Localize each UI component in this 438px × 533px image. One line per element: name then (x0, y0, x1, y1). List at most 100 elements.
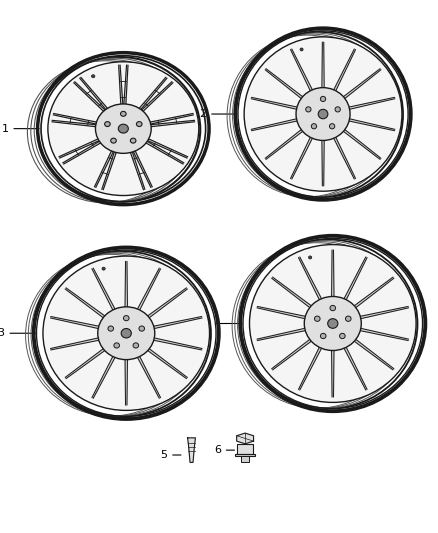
Polygon shape (334, 49, 356, 91)
Polygon shape (148, 120, 194, 127)
Polygon shape (125, 360, 127, 405)
Ellipse shape (105, 122, 110, 126)
Ellipse shape (43, 256, 209, 410)
Ellipse shape (111, 138, 117, 143)
Polygon shape (354, 340, 394, 370)
Text: 1: 1 (1, 124, 39, 134)
Polygon shape (322, 42, 324, 87)
Ellipse shape (131, 138, 136, 143)
Polygon shape (137, 77, 167, 112)
Polygon shape (145, 138, 187, 158)
Text: 2: 2 (199, 109, 237, 119)
Ellipse shape (314, 316, 320, 321)
Ellipse shape (92, 75, 95, 78)
Polygon shape (148, 349, 187, 378)
Polygon shape (130, 149, 145, 190)
Ellipse shape (308, 256, 312, 259)
Polygon shape (332, 351, 334, 397)
Polygon shape (237, 433, 254, 444)
Ellipse shape (339, 333, 345, 338)
Polygon shape (53, 114, 100, 125)
Polygon shape (63, 140, 103, 164)
Ellipse shape (330, 305, 336, 311)
Polygon shape (65, 288, 105, 318)
Polygon shape (299, 348, 321, 390)
Text: 4: 4 (204, 319, 242, 328)
Polygon shape (257, 306, 305, 319)
Polygon shape (360, 328, 409, 341)
Polygon shape (50, 317, 99, 328)
Polygon shape (138, 268, 160, 310)
Polygon shape (332, 250, 334, 296)
Ellipse shape (118, 124, 128, 133)
Polygon shape (102, 149, 117, 190)
Polygon shape (344, 348, 367, 390)
Polygon shape (138, 357, 160, 398)
Polygon shape (344, 257, 367, 300)
Polygon shape (290, 49, 312, 91)
Ellipse shape (244, 37, 402, 191)
Ellipse shape (321, 333, 326, 338)
Ellipse shape (329, 124, 335, 129)
Ellipse shape (133, 343, 138, 348)
Polygon shape (125, 262, 127, 307)
Ellipse shape (139, 326, 145, 331)
Ellipse shape (137, 122, 142, 126)
Bar (241, 456, 249, 462)
Ellipse shape (346, 316, 351, 321)
Ellipse shape (328, 319, 338, 328)
Ellipse shape (124, 316, 129, 321)
Polygon shape (343, 130, 381, 159)
Polygon shape (92, 357, 115, 398)
Polygon shape (92, 268, 115, 310)
Polygon shape (132, 148, 152, 187)
Ellipse shape (250, 245, 416, 402)
Bar (235, 454, 255, 456)
Ellipse shape (320, 96, 326, 102)
Polygon shape (147, 114, 193, 125)
Polygon shape (257, 328, 305, 341)
Ellipse shape (318, 109, 328, 119)
Polygon shape (65, 349, 105, 378)
Ellipse shape (108, 326, 113, 331)
Ellipse shape (311, 124, 317, 129)
Ellipse shape (114, 343, 120, 348)
Ellipse shape (102, 267, 105, 270)
Polygon shape (119, 65, 123, 107)
Ellipse shape (300, 48, 303, 51)
Polygon shape (354, 277, 394, 308)
Text: 6: 6 (214, 445, 234, 455)
Polygon shape (299, 257, 321, 300)
Ellipse shape (98, 307, 155, 360)
Polygon shape (360, 306, 409, 319)
Polygon shape (59, 138, 102, 158)
Ellipse shape (95, 104, 151, 154)
Polygon shape (290, 138, 312, 179)
Polygon shape (251, 119, 297, 131)
Text: 5: 5 (160, 450, 181, 460)
Polygon shape (148, 288, 187, 318)
Polygon shape (139, 82, 173, 114)
Polygon shape (349, 119, 395, 131)
Polygon shape (95, 148, 115, 187)
Polygon shape (265, 130, 303, 159)
Ellipse shape (306, 107, 311, 112)
Polygon shape (349, 98, 395, 109)
Polygon shape (334, 138, 356, 179)
Polygon shape (74, 82, 107, 114)
Polygon shape (143, 140, 184, 164)
Polygon shape (265, 69, 303, 99)
Text: 3: 3 (0, 328, 35, 338)
Polygon shape (124, 65, 128, 107)
Polygon shape (154, 317, 202, 328)
Polygon shape (251, 98, 297, 109)
Ellipse shape (304, 296, 361, 351)
Polygon shape (272, 277, 311, 308)
Polygon shape (187, 438, 195, 463)
Bar (237, 445, 253, 454)
Polygon shape (272, 340, 311, 370)
Ellipse shape (335, 107, 340, 112)
Ellipse shape (48, 62, 199, 196)
Polygon shape (52, 120, 99, 127)
Polygon shape (80, 77, 110, 112)
